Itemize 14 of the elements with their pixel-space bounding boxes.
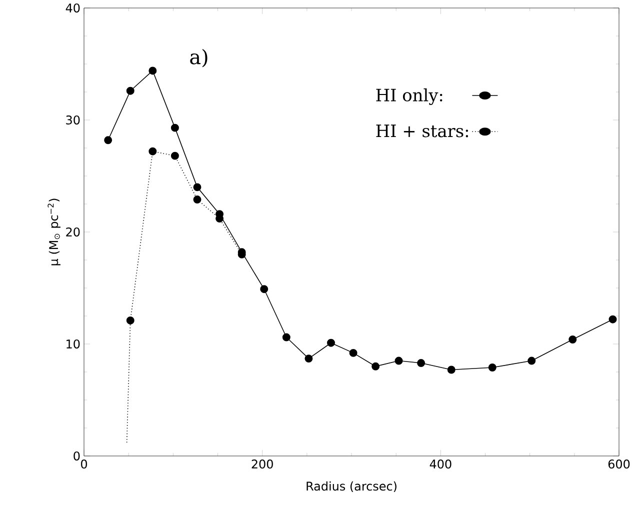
x-tick-label: 600	[608, 460, 630, 469]
legend-label: HI only:	[376, 88, 442, 105]
x-tick-label: 200	[252, 460, 273, 469]
y-tick-label: 30	[66, 115, 80, 125]
y-tick-label: 0	[74, 451, 80, 461]
y-axis-title: μ (M$_{⊙}$ pc$^{−2}$)	[48, 198, 60, 266]
x-axis-title: Radius (arcsec)	[306, 481, 396, 492]
x-tick-label: 400	[430, 460, 452, 469]
annotation: a)	[190, 48, 208, 68]
legend-label: HI + stars:	[376, 124, 468, 138]
y-tick-label: 20	[66, 227, 80, 237]
y-tick-label: 10	[66, 339, 80, 349]
y-tick-label: 40	[66, 3, 80, 13]
x-tick-label: 0	[80, 460, 88, 469]
